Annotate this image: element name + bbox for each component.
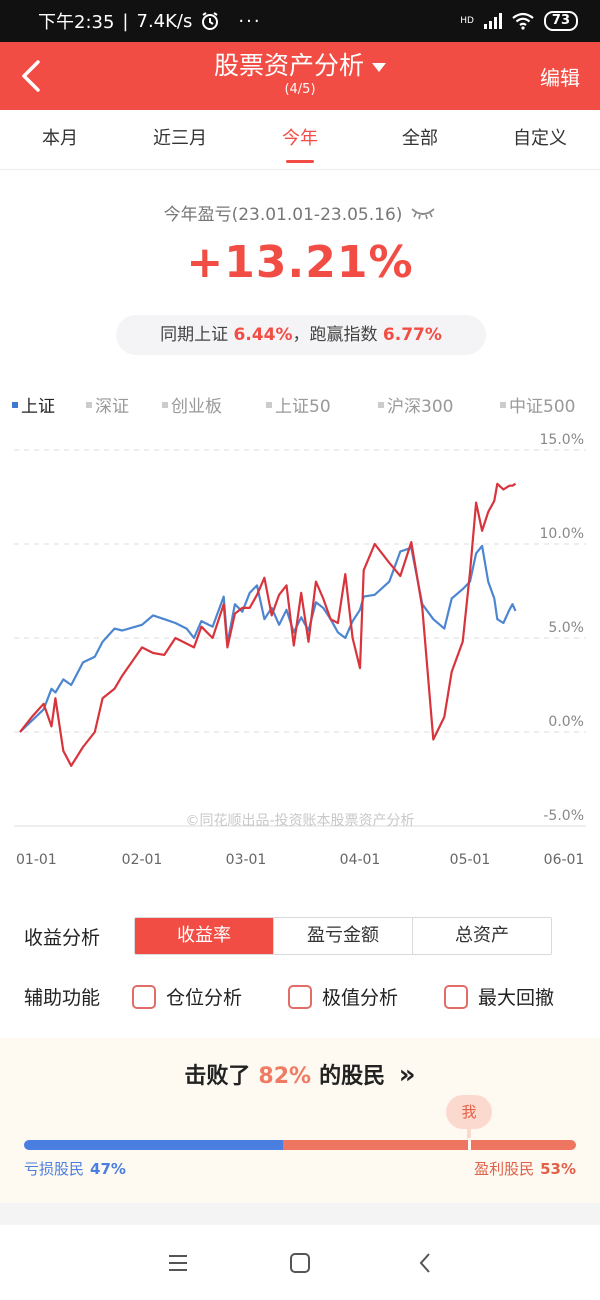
page-title: 股票资产分析 bbox=[213, 51, 364, 80]
tab-all[interactable]: 全部 bbox=[402, 128, 438, 149]
portfolio-return-line bbox=[19, 482, 517, 767]
return-period-label: 今年盈亏(23.01.01-23.05.16) bbox=[163, 205, 403, 225]
checkbox-icon bbox=[444, 984, 468, 1009]
legend-square-icon bbox=[378, 401, 384, 408]
x-tick-label: 06-01 bbox=[544, 852, 585, 868]
return-value: +13.21% bbox=[186, 237, 414, 288]
index-csi500[interactable]: 中证500 bbox=[500, 392, 575, 417]
network-speed: 7.4K/s bbox=[136, 10, 193, 32]
period-tabs: 本月 近三月 今年 全部 自定义 bbox=[0, 110, 600, 170]
beat-ranking-card: 击败了 82% 的股民 » 我 亏损股民 47% 盈利股民 53% bbox=[0, 1038, 600, 1203]
signal-icon bbox=[483, 13, 502, 29]
legend-square-icon bbox=[12, 401, 18, 408]
chart-watermark: ©同花顺出品-投资账本股票资产分析 bbox=[185, 813, 414, 829]
tab-this-year[interactable]: 今年 bbox=[240, 110, 360, 169]
return-summary: 今年盈亏(23.01.01-23.05.16) +13.21% bbox=[0, 200, 600, 288]
me-marker: 我 bbox=[446, 1095, 492, 1129]
hd-badge: HD bbox=[460, 16, 474, 26]
beat-ranking-link[interactable]: 击败了 82% 的股民 » bbox=[184, 1060, 416, 1090]
chevron-left-icon bbox=[22, 60, 40, 92]
checkbox-icon bbox=[288, 984, 312, 1009]
analysis-segmented-control: 收益率 盈亏金额 总资产 bbox=[134, 917, 552, 955]
app-header: 股票资产分析 (4/5) 编辑 bbox=[0, 42, 600, 110]
max-drawdown-checkbox[interactable]: 最大回撤 bbox=[444, 983, 554, 1010]
loss-investors-percent: 47% bbox=[90, 1160, 126, 1178]
index-shanghai[interactable]: 上证 bbox=[12, 392, 55, 417]
aux-row: 辅助功能 仓位分析 极值分析 最大回撤 bbox=[0, 975, 600, 1015]
title-dropdown[interactable]: 股票资产分析 (4/5) bbox=[150, 50, 450, 98]
back-nav-icon[interactable] bbox=[414, 1251, 438, 1275]
analysis-row: 收益分析 收益率 盈亏金额 总资产 bbox=[0, 915, 600, 955]
aux-label: 辅助功能 bbox=[24, 987, 101, 1009]
edit-button[interactable]: 编辑 bbox=[540, 66, 580, 90]
seg-total-assets[interactable]: 总资产 bbox=[412, 918, 551, 954]
legend-square-icon bbox=[500, 401, 506, 408]
gain-bar bbox=[283, 1140, 576, 1150]
y-tick-label: 0.0% bbox=[548, 714, 584, 730]
y-tick-label: 5.0% bbox=[548, 620, 584, 636]
analysis-label: 收益分析 bbox=[24, 927, 101, 949]
status-time: 下午2:35 bbox=[38, 12, 115, 33]
extreme-analysis-checkbox[interactable]: 极值分析 bbox=[288, 983, 398, 1010]
caret-down-icon bbox=[372, 62, 386, 72]
x-tick-label: 03-01 bbox=[226, 852, 267, 868]
section-divider bbox=[0, 1203, 600, 1225]
index-sse50[interactable]: 上证50 bbox=[266, 392, 331, 417]
tab-last-three-months[interactable]: 近三月 bbox=[153, 128, 207, 149]
status-bar: 下午2:35 | 7.4K/s ··· HD 73 bbox=[0, 0, 600, 42]
double-chevron-right-icon: » bbox=[398, 1060, 416, 1090]
x-tick-label: 05-01 bbox=[450, 852, 491, 868]
return-chart[interactable]: 15.0% 10.0% 5.0% 0.0% -5.0% 01-01 02-01 03-01 04… bbox=[0, 430, 600, 875]
y-tick-label: -5.0% bbox=[543, 808, 584, 824]
gain-investors-label: 盈利股民 53% bbox=[474, 1160, 576, 1178]
tab-this-month[interactable]: 本月 bbox=[42, 128, 78, 149]
seg-return-rate[interactable]: 收益率 bbox=[135, 918, 273, 954]
index-csi300[interactable]: 沪深300 bbox=[378, 392, 453, 417]
legend-square-icon bbox=[266, 401, 272, 408]
loss-bar bbox=[24, 1140, 284, 1150]
index-comparison: 同期上证 6.44%，跑赢指数 6.77% bbox=[116, 315, 486, 355]
eye-closed-icon[interactable] bbox=[410, 205, 436, 221]
menu-icon[interactable] bbox=[166, 1251, 190, 1275]
index-shenzhen[interactable]: 深证 bbox=[86, 392, 129, 417]
x-tick-label: 04-01 bbox=[340, 852, 381, 868]
tab-custom[interactable]: 自定义 bbox=[513, 128, 567, 149]
position-analysis-checkbox[interactable]: 仓位分析 bbox=[132, 983, 242, 1010]
x-tick-label: 01-01 bbox=[16, 852, 57, 868]
back-button[interactable] bbox=[14, 56, 50, 96]
y-tick-label: 15.0% bbox=[540, 432, 584, 448]
excess-return: 6.77% bbox=[382, 325, 442, 345]
gain-investors-percent: 53% bbox=[540, 1160, 576, 1178]
legend-square-icon bbox=[162, 401, 168, 408]
chart-svg: 15.0% 10.0% 5.0% 0.0% -5.0% 01-01 02-01 03-01 04… bbox=[14, 432, 586, 868]
checkbox-icon bbox=[132, 984, 156, 1009]
x-tick-label: 02-01 bbox=[122, 852, 163, 868]
index-chinext[interactable]: 创业板 bbox=[162, 392, 222, 417]
me-position-gap bbox=[468, 1138, 471, 1152]
seg-pnl-amount[interactable]: 盈亏金额 bbox=[273, 918, 412, 954]
wifi-icon bbox=[512, 12, 534, 30]
me-marker-tick bbox=[467, 1129, 471, 1139]
home-square-icon[interactable] bbox=[288, 1251, 312, 1275]
battery-indicator: 73 bbox=[543, 11, 578, 31]
alarm-icon bbox=[202, 12, 219, 30]
system-nav-bar bbox=[0, 1225, 600, 1300]
legend-square-icon bbox=[86, 401, 92, 408]
beat-percent: 82% bbox=[258, 1064, 312, 1089]
index-selector: 上证 深证 创业板 上证50 沪深300 中证500 bbox=[0, 392, 600, 420]
y-tick-label: 10.0% bbox=[540, 526, 584, 542]
loss-investors-label: 亏损股民 47% bbox=[24, 1160, 126, 1178]
more-dots: ··· bbox=[238, 10, 262, 32]
index-return: 6.44% bbox=[233, 325, 293, 345]
index-return-line bbox=[19, 544, 517, 733]
page-counter: (4/5) bbox=[284, 82, 316, 97]
